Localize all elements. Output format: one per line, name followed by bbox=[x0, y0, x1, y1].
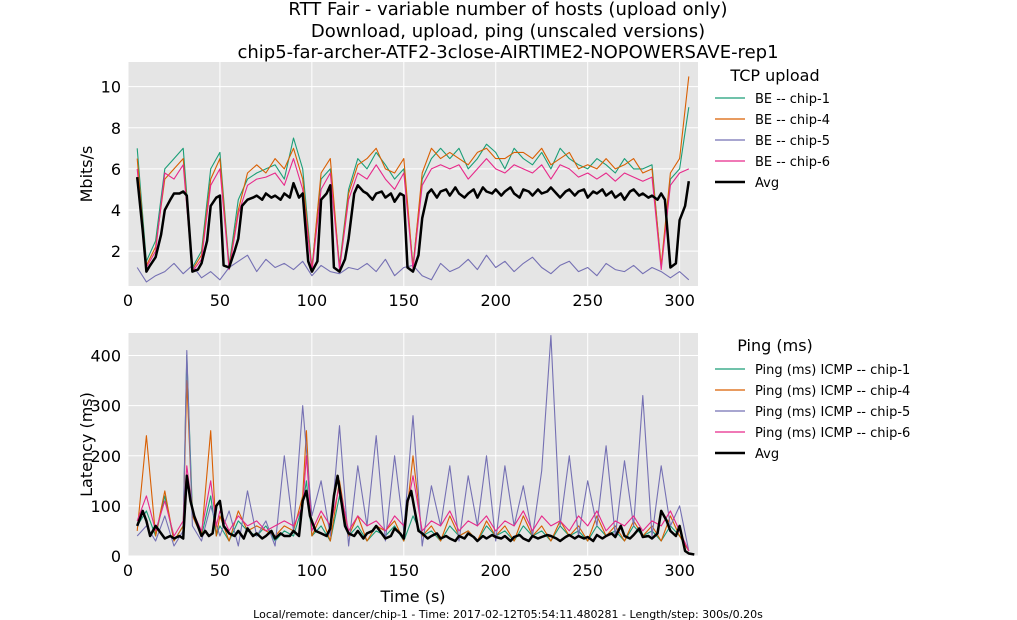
upload-y-axis-label: Mbits/s bbox=[77, 146, 96, 203]
ping-legend-label-3: Ping (ms) ICMP -- chip-6 bbox=[755, 426, 910, 441]
chart-title-line-2: Download, upload, ping (unscaled version… bbox=[311, 21, 705, 42]
upload-x-tick-label: 0 bbox=[123, 291, 133, 310]
ping-series-line-2 bbox=[136, 334, 690, 552]
ping-y-tick-label: 100 bbox=[90, 497, 121, 516]
ping-series-line-3 bbox=[136, 455, 690, 552]
upload-x-tick-label: 200 bbox=[480, 291, 511, 310]
ping-x-tick-label: 50 bbox=[210, 561, 230, 580]
upload-x-tick-label: 150 bbox=[389, 291, 420, 310]
ping-x-tick-label: 250 bbox=[572, 561, 603, 580]
upload-x-tick-label: 50 bbox=[210, 291, 230, 310]
upload-legend-label-2: BE -- chip-5 bbox=[755, 134, 830, 149]
upload-series-line-4 bbox=[135, 176, 691, 273]
ping-legend-label-2: Ping (ms) ICMP -- chip-5 bbox=[755, 405, 910, 420]
ping-legend-title: Ping (ms) bbox=[737, 336, 813, 355]
footer-text: Local/remote: dancer/chip-1 - Time: 2017… bbox=[253, 608, 763, 620]
ping-x-tick-label: 100 bbox=[297, 561, 328, 580]
upload-panel: 0 50 100 150 200 250 300 2 4 6 8 10 Mbits/s TCP uploa… bbox=[77, 62, 830, 310]
upload-legend-label-1: BE -- chip-4 bbox=[755, 113, 830, 128]
chart-title-line-3: chip5-far-archer-ATF2-3close-AIRTIME2-NO… bbox=[237, 42, 778, 63]
ping-legend-label-1: Ping (ms) ICMP -- chip-4 bbox=[755, 384, 910, 399]
upload-x-tick-label: 100 bbox=[297, 291, 328, 310]
upload-y-tick-label: 8 bbox=[111, 119, 121, 138]
ping-x-axis-label: Time (s) bbox=[379, 587, 445, 606]
upload-x-tick-label: 250 bbox=[572, 291, 603, 310]
ping-panel: 0 50 100 150 200 250 300 0 100 200 300 400 Latency (… bbox=[77, 333, 910, 606]
ping-legend-label-0: Ping (ms) ICMP -- chip-1 bbox=[755, 363, 910, 378]
ping-x-tick-label: 300 bbox=[664, 561, 695, 580]
ping-legend-label-4: Avg bbox=[755, 447, 779, 462]
ping-y-tick-label: 300 bbox=[90, 397, 121, 416]
upload-y-tick-label: 4 bbox=[111, 201, 121, 220]
upload-y-tick-label: 6 bbox=[111, 160, 121, 179]
ping-x-tick-label: 150 bbox=[389, 561, 420, 580]
chart-title-line-1: RTT Fair - variable number of hosts (upl… bbox=[288, 0, 727, 20]
ping-y-tick-label: 0 bbox=[111, 547, 121, 566]
ping-y-tick-label: 400 bbox=[90, 347, 121, 366]
upload-x-tick-label: 300 bbox=[664, 291, 695, 310]
upload-legend-title: TCP upload bbox=[729, 66, 819, 85]
upload-y-tick-label: 2 bbox=[111, 242, 121, 261]
upload-legend-label-4: Avg bbox=[755, 176, 779, 191]
ping-x-tick-label: 200 bbox=[480, 561, 511, 580]
ping-y-tick-label: 200 bbox=[90, 447, 121, 466]
ping-series-line-4 bbox=[136, 474, 695, 556]
ping-x-tick-label: 0 bbox=[123, 561, 133, 580]
ping-y-axis-label: Latency (ms) bbox=[77, 392, 96, 497]
upload-legend-label-0: BE -- chip-1 bbox=[755, 92, 830, 107]
upload-legend-label-3: BE -- chip-6 bbox=[755, 155, 830, 170]
upload-y-tick-label: 10 bbox=[101, 78, 121, 97]
